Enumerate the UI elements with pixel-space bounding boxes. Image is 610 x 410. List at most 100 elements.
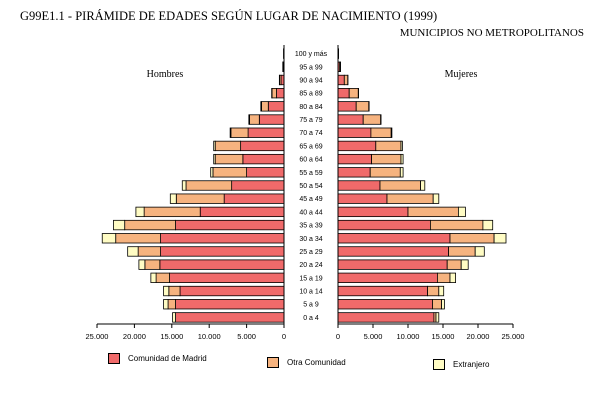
- bar-hombres-madrid-3: [169, 272, 285, 283]
- bar-hombres-otra-9: [175, 193, 225, 204]
- bar-hombres-madrid-8: [199, 206, 285, 218]
- bar-mujeres-otra-2: [427, 285, 440, 297]
- age-group-label-6: 30 a 34: [299, 236, 322, 243]
- age-group-label-9: 45 a 49: [299, 196, 322, 203]
- chart-title: G99E1.1 - PIRÁMIDE DE EDADES SEGÚN LUGAR…: [20, 9, 438, 23]
- bar-mujeres-extranjero-5: [474, 246, 485, 257]
- age-group-label-10: 50 a 54: [299, 183, 322, 190]
- bar-hombres-otra-2: [168, 285, 181, 297]
- bar-mujeres-madrid-17: [337, 88, 350, 99]
- bar-hombres-madrid-9: [223, 193, 285, 204]
- bar-mujeres-madrid-0: [337, 312, 435, 323]
- bar-hombres-otra-5: [137, 246, 161, 257]
- x-tick-label-right-0: 0: [336, 332, 340, 341]
- bar-mujeres-madrid-5: [337, 246, 449, 257]
- x-tick-label-left-3: 10.000: [198, 332, 221, 341]
- bar-hombres-otra-14: [230, 127, 249, 138]
- bar-mujeres-extranjero-0: [435, 312, 440, 323]
- bar-hombres-otra-4: [144, 259, 161, 270]
- bar-hombres-extranjero-5: [127, 246, 139, 257]
- bar-mujeres-otra-3: [436, 272, 451, 283]
- bar-mujeres-madrid-4: [337, 259, 448, 270]
- bar-mujeres-madrid-3: [337, 272, 438, 283]
- age-group-label-0: 0 a 4: [303, 315, 319, 322]
- bar-mujeres-extranjero-11: [399, 167, 404, 178]
- bar-hombres-otra-11: [212, 167, 248, 178]
- age-group-label-15: 75 a 79: [299, 117, 322, 124]
- bar-hombres-extranjero-9: [169, 193, 177, 204]
- x-tick-label-right-2: 10.000: [397, 332, 420, 341]
- bar-hombres-madrid-12: [242, 153, 285, 165]
- legend-item-madrid: Comunidad de Madrid: [108, 353, 207, 364]
- bar-mujeres-madrid-1: [337, 299, 433, 310]
- bar-hombres-otra-6: [115, 233, 161, 244]
- bar-mujeres-madrid-12: [337, 153, 372, 165]
- chart-subtitle: MUNICIPIOS NO METROPOLITANOS: [399, 27, 584, 39]
- bar-mujeres-extranjero-3: [449, 272, 456, 283]
- bar-mujeres-extranjero-1: [441, 299, 445, 310]
- bar-mujeres-otra-12: [371, 153, 402, 165]
- bar-mujeres-otra-16: [355, 101, 370, 112]
- bar-mujeres-otra-7: [429, 219, 484, 231]
- bar-hombres-otra-16: [261, 101, 269, 112]
- bar-hombres-extranjero-15: [248, 114, 250, 125]
- age-group-label-13: 65 a 69: [299, 143, 322, 150]
- x-tick-label-left-2: 15.000: [160, 332, 183, 341]
- age-group-label-11: 55 a 59: [299, 170, 322, 177]
- bar-hombres-madrid-10: [231, 180, 285, 191]
- legend-swatch-extranjero: [433, 359, 445, 370]
- hombres-panel-label: Hombres: [147, 69, 184, 80]
- legend-label-madrid: Comunidad de Madrid: [128, 354, 207, 363]
- bar-hombres-otra-15: [249, 114, 260, 125]
- age-group-label-3: 15 a 19: [299, 275, 322, 282]
- bar-hombres-extranjero-13: [213, 140, 216, 152]
- bar-mujeres-madrid-13: [337, 140, 377, 152]
- bar-hombres-otra-12: [214, 153, 244, 165]
- bar-mujeres-extranjero-12: [400, 153, 404, 165]
- bar-hombres-madrid-5: [160, 246, 285, 257]
- age-group-label-8: 40 a 44: [299, 209, 322, 216]
- bar-hombres-extranjero-14: [229, 127, 232, 138]
- bar-hombres-madrid-15: [258, 114, 285, 125]
- legend-item-extranjero: Extranjero: [433, 359, 489, 370]
- bar-hombres-madrid-7: [175, 219, 285, 231]
- mujeres-panel-label: Mujeres: [445, 69, 478, 80]
- age-group-label-1: 5 a 9: [303, 302, 319, 309]
- x-tick-label-right-5: 25.000: [502, 332, 525, 341]
- bar-hombres-extranjero-6: [101, 233, 117, 244]
- bar-hombres-extranjero-16: [260, 101, 262, 112]
- bar-mujeres-otra-9: [386, 193, 434, 204]
- age-group-label-5: 25 a 29: [299, 249, 322, 256]
- bar-mujeres-extranjero-6: [493, 233, 507, 244]
- bar-hombres-madrid-4: [159, 259, 285, 270]
- bar-mujeres-madrid-16: [337, 101, 357, 112]
- bar-mujeres-extranjero-2: [438, 285, 445, 297]
- bar-mujeres-otra-17: [348, 88, 359, 99]
- bar-mujeres-madrid-6: [337, 233, 451, 244]
- bar-mujeres-extranjero-7: [482, 219, 494, 231]
- bar-hombres-otra-8: [143, 206, 201, 218]
- bar-mujeres-madrid-2: [337, 285, 428, 297]
- bar-mujeres-extranjero-10: [420, 180, 426, 191]
- age-group-label-4: 20 a 24: [299, 262, 322, 269]
- bar-hombres-otra-1: [167, 299, 176, 310]
- bar-hombres-extranjero-1: [163, 299, 169, 310]
- bar-hombres-otra-10: [185, 180, 233, 191]
- age-group-label-7: 35 a 39: [299, 223, 322, 230]
- bar-mujeres-otra-11: [369, 167, 401, 178]
- age-group-label-2: 10 a 14: [299, 289, 322, 296]
- age-group-label-14: 70 a 74: [299, 130, 322, 137]
- bar-mujeres-extranjero-14: [390, 127, 393, 138]
- x-tick-label-right-1: 5.000: [364, 332, 383, 341]
- bar-mujeres-extranjero-9: [432, 193, 440, 204]
- bar-hombres-extranjero-12: [213, 153, 216, 165]
- legend-label-otra: Otra Comunidad: [287, 358, 346, 367]
- bar-hombres-madrid-14: [247, 127, 285, 138]
- bar-mujeres-extranjero-8: [457, 206, 466, 218]
- bar-mujeres-otra-1: [432, 299, 443, 310]
- bar-mujeres-madrid-8: [337, 206, 409, 218]
- bar-mujeres-madrid-14: [337, 127, 372, 138]
- bar-hombres-extranjero-8: [135, 206, 145, 218]
- bar-hombres-extranjero-4: [138, 259, 146, 270]
